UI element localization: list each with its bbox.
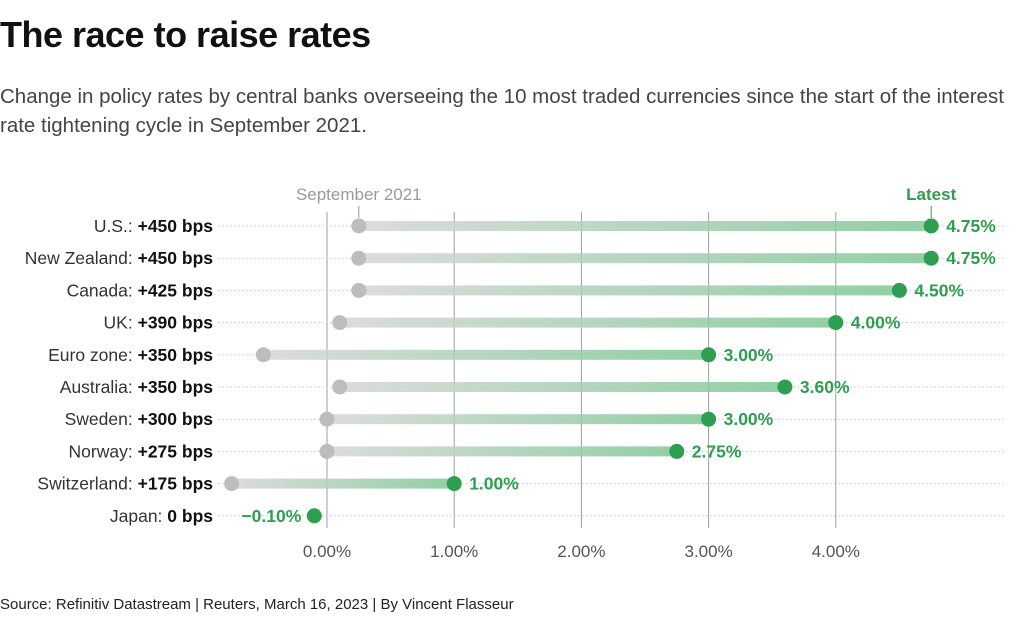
latest-value-label: 4.75% xyxy=(946,248,996,268)
range-bar xyxy=(358,221,932,231)
latest-dot xyxy=(306,508,322,524)
latest-dot xyxy=(446,476,462,492)
country-name: New Zealand: xyxy=(25,248,138,268)
start-dot xyxy=(351,282,367,298)
chart-row: New Zealand: +450 bps 4.75% xyxy=(25,248,1006,268)
range-bar xyxy=(231,478,455,489)
row-label: Switzerland: +175 bps xyxy=(37,474,213,494)
country-name: Sweden: xyxy=(65,409,138,429)
range-bar xyxy=(358,285,900,296)
country-name: U.S.: xyxy=(94,216,138,236)
latest-value-label: 3.60% xyxy=(800,377,850,397)
gridlines xyxy=(326,212,837,528)
dumbbell-chart: U.S.: +450 bps 4.75%New Zealand: +450 bps… xyxy=(25,185,1006,561)
start-dot xyxy=(332,315,348,331)
latest-dot xyxy=(701,347,717,363)
row-label: Sweden: +300 bps xyxy=(65,409,214,429)
chart-row: UK: +390 bps 4.00% xyxy=(104,313,1006,333)
chart-row: Euro zone: +350 bps 3.00% xyxy=(48,345,1006,365)
chart-row: Australia: +350 bps 3.60% xyxy=(60,377,1006,397)
rate-change: +425 bps xyxy=(138,280,214,300)
rate-change: +390 bps xyxy=(138,313,214,333)
latest-header: Latest xyxy=(906,185,956,204)
country-name: Norway: xyxy=(69,441,138,461)
x-tick-label: 2.00% xyxy=(557,542,605,561)
chart-row: Canada: +425 bps 4.50% xyxy=(67,280,1006,300)
rate-change: +450 bps xyxy=(138,248,214,268)
latest-dot xyxy=(923,250,939,266)
x-axis: 0.00% 1.00% 2.00% 3.00% 4.00% September 2021 L… xyxy=(296,185,957,561)
start-header: September 2021 xyxy=(296,185,422,204)
country-name: Australia: xyxy=(60,377,138,397)
chart-row: U.S.: +450 bps 4.75% xyxy=(94,216,1006,236)
country-name: UK: xyxy=(104,313,138,333)
chart-title: The race to raise rates xyxy=(0,14,371,55)
latest-value-label: 1.00% xyxy=(469,474,519,494)
latest-value-label: 4.50% xyxy=(914,280,964,300)
row-label: U.S.: +450 bps xyxy=(94,216,213,236)
row-label: Norway: +275 bps xyxy=(69,441,214,461)
rate-change: +300 bps xyxy=(138,409,214,429)
range-bar xyxy=(327,446,677,457)
row-label: Canada: +425 bps xyxy=(67,280,214,300)
rate-change: +350 bps xyxy=(138,345,214,365)
chart-rows: U.S.: +450 bps 4.75%New Zealand: +450 bps… xyxy=(25,216,1006,526)
latest-value-label: 2.75% xyxy=(692,441,742,461)
start-dot xyxy=(351,250,367,266)
range-bar xyxy=(339,317,836,328)
start-dot xyxy=(319,411,335,427)
row-label: Euro zone: +350 bps xyxy=(48,345,213,365)
range-bar xyxy=(339,382,785,392)
range-bar xyxy=(358,253,932,264)
latest-dot xyxy=(669,443,685,459)
latest-value-label: 3.00% xyxy=(724,409,774,429)
start-dot xyxy=(224,476,240,492)
chart-row: Switzerland: +175 bps 1.00% xyxy=(37,474,1006,494)
latest-dot xyxy=(701,411,717,427)
latest-value-label: −0.10% xyxy=(241,506,301,526)
row-label: UK: +390 bps xyxy=(104,313,214,333)
latest-dot xyxy=(828,315,844,331)
start-dot xyxy=(332,379,348,395)
rate-change: +350 bps xyxy=(138,377,214,397)
rate-change: +275 bps xyxy=(138,441,214,461)
country-name: Japan: xyxy=(110,506,167,526)
latest-dot xyxy=(923,218,939,234)
start-dot xyxy=(255,347,271,363)
latest-value-label: 4.75% xyxy=(946,216,996,236)
row-label: Japan: 0 bps xyxy=(110,506,213,526)
x-tick-label: 4.00% xyxy=(812,542,860,561)
chart-row: Japan: 0 bps −0.10% xyxy=(110,506,1006,526)
country-name: Euro zone: xyxy=(48,345,138,365)
row-label: Australia: +350 bps xyxy=(60,377,213,397)
country-name: Switzerland: xyxy=(37,474,137,494)
latest-value-label: 3.00% xyxy=(724,345,774,365)
chart-row: Norway: +275 bps 2.75% xyxy=(69,441,1006,461)
latest-dot xyxy=(777,379,793,395)
x-tick-label: 3.00% xyxy=(684,542,732,561)
range-bar xyxy=(263,349,709,360)
chart-row: Sweden: +300 bps 3.00% xyxy=(65,409,1006,429)
source-note: Source: Refinitiv Datastream | Reuters, … xyxy=(0,596,514,613)
row-label: New Zealand: +450 bps xyxy=(25,248,214,268)
country-name: Canada: xyxy=(67,280,138,300)
chart-subtitle: Change in policy rates by central banks … xyxy=(0,85,1004,137)
start-dot xyxy=(319,443,335,459)
rate-change: 0 bps xyxy=(167,506,213,526)
start-dot xyxy=(351,218,367,234)
x-tick-label: 1.00% xyxy=(430,542,478,561)
rate-change: +450 bps xyxy=(138,216,214,236)
x-tick-label: 0.00% xyxy=(303,542,351,561)
rate-change: +175 bps xyxy=(138,474,214,494)
latest-value-label: 4.00% xyxy=(851,313,901,333)
range-bar xyxy=(327,414,709,425)
latest-dot xyxy=(891,282,907,298)
